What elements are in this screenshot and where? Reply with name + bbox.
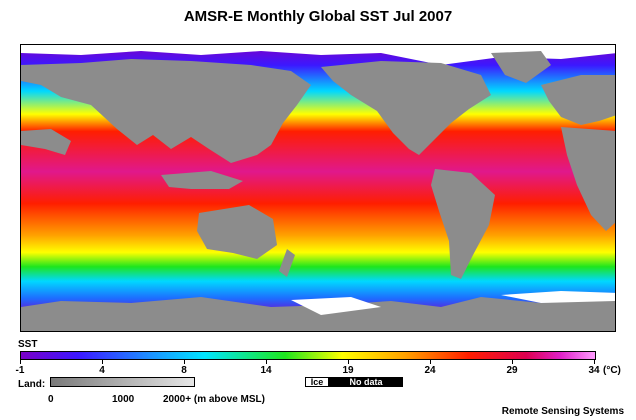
sst-tick-label: -1	[15, 365, 25, 376]
sst-tick	[430, 360, 431, 364]
sst-tick	[594, 360, 595, 364]
sst-tick	[348, 360, 349, 364]
sst-tick-label: 19	[342, 365, 354, 376]
credit-text: Remote Sensing Systems	[501, 406, 624, 417]
sst-tick-label: 29	[506, 365, 518, 376]
sst-tick	[512, 360, 513, 364]
sst-tick-label: 14	[260, 365, 272, 376]
sst-color-bar	[20, 351, 596, 360]
sst-tick	[266, 360, 267, 364]
map-title: AMSR-E Monthly Global SST Jul 2007	[183, 8, 453, 25]
sst-tick-label: 34	[588, 365, 600, 376]
no-data-legend: No data	[329, 377, 403, 387]
land-elevation-bar	[50, 377, 195, 387]
land-tick-label: 2000+ (m above MSL)	[163, 394, 265, 405]
sst-tick	[20, 360, 21, 364]
sst-map-image	[21, 45, 615, 331]
sst-unit-label: (°C)	[603, 365, 621, 376]
ice-legend: Ice	[305, 377, 329, 387]
land-legend-label: Land:	[18, 379, 46, 390]
sst-tick-label: 24	[424, 365, 436, 376]
sst-tick	[184, 360, 185, 364]
sst-tick-label: 8	[181, 365, 187, 376]
land-tick-label: 1000	[112, 394, 135, 405]
sst-tick-label: 4	[99, 365, 105, 376]
land-tick-label: 0	[48, 394, 54, 405]
sst-legend-label: SST	[18, 339, 38, 350]
sst-map	[20, 44, 616, 332]
sst-tick	[102, 360, 103, 364]
